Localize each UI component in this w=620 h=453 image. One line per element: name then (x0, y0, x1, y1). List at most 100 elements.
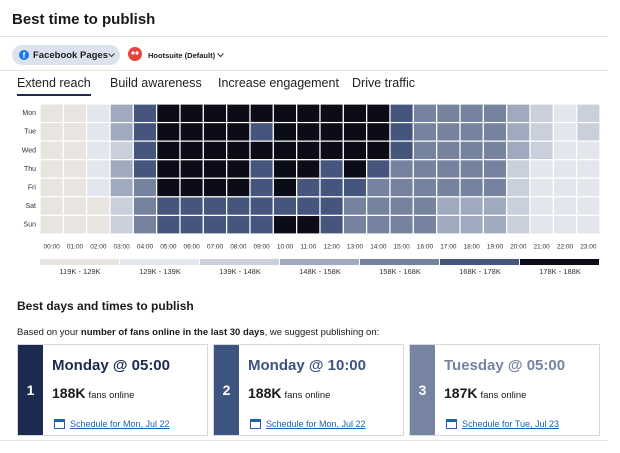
legend-swatch (120, 259, 199, 265)
heatmap-cell (576, 177, 601, 198)
hour-label: 21:00 (534, 244, 551, 251)
heatmap-cell (319, 196, 344, 217)
tab[interactable]: Drive traffic (352, 76, 415, 90)
recommendation-card: 1 Monday @ 05:00 188K fans online Schedule f… (17, 344, 208, 436)
heatmap-cell (366, 103, 391, 124)
heatmap-cell (249, 196, 274, 217)
heatmap-cell (552, 121, 578, 142)
schedule-link[interactable]: Schedule for Mon, Jul 22 (266, 419, 366, 429)
heatmap-cell (132, 140, 158, 161)
heatmap-cell (342, 121, 368, 142)
heatmap-cell (482, 214, 508, 235)
heatmap-cell (109, 214, 134, 235)
heatmap-cell (389, 159, 414, 179)
hour-label: 18:00 (464, 244, 481, 251)
heatmap-cell (249, 103, 274, 124)
recommendation-card: 2 Monday @ 10:00 188K fans online Schedule f… (213, 344, 404, 436)
heatmap-cell (342, 159, 368, 179)
heatmap-cell (62, 140, 88, 161)
hour-label: 22:00 (557, 244, 574, 251)
hour-label: 14:00 (370, 244, 387, 251)
heatmap-cell (109, 177, 134, 198)
heatmap-cell (576, 196, 601, 217)
heatmap-cell (62, 121, 88, 142)
heatmap-cell (436, 177, 461, 198)
legend-swatch (360, 259, 439, 265)
fans-label: fans online (284, 390, 331, 401)
heatmap-cell (319, 140, 344, 161)
heatmap-cell (529, 196, 554, 217)
heatmap-cell (226, 214, 251, 235)
calendar-top (446, 419, 457, 422)
legend-label: 119K - 129K (59, 267, 100, 276)
heatmap-cell (529, 214, 554, 235)
heatmap-cell (412, 121, 438, 142)
calendar-icon (446, 419, 457, 429)
heatmap-cell (552, 103, 578, 124)
heatmap-cell (389, 140, 414, 161)
heatmap-cell (132, 121, 158, 142)
heatmap-cell (412, 214, 438, 235)
heatmap-cell (482, 103, 508, 124)
heatmap: Mon Tue Wed Thu Fri Sat Sun 00:00 01:00 02:00 03:0… (22, 103, 601, 276)
heatmap-cell (482, 159, 508, 179)
heatmap-cell (226, 177, 251, 198)
tab[interactable]: Extend reach (17, 76, 91, 96)
heatmap-cell (459, 121, 484, 142)
calendar-icon (54, 419, 65, 429)
heatmap-cell (202, 103, 228, 124)
heatmap-cell (459, 140, 484, 161)
rank-badge: 3 (410, 345, 435, 435)
heatmap-cell (249, 177, 274, 198)
heatmap-cell (529, 103, 554, 124)
card-time: Monday @ 05:00 (52, 357, 170, 374)
legend-label: 178K - 188K (539, 267, 581, 276)
hour-label: 23:00 (580, 244, 597, 251)
heatmap-cell (389, 103, 414, 124)
heatmap-cell (179, 177, 204, 198)
hour-label: 20:00 (510, 244, 527, 251)
legend-label: 139K - 148K (219, 267, 261, 276)
tab[interactable]: Build awareness (110, 76, 202, 90)
heatmap-cell (576, 159, 601, 179)
recommendation-card: 3 Tuesday @ 05:00 187K fans online Schedule … (409, 344, 600, 436)
heatmap-cell (319, 103, 344, 124)
heatmap-cell (39, 121, 64, 142)
heatmap-cell (62, 214, 88, 235)
heatmap-cell (226, 159, 251, 179)
heatmap-cell (39, 140, 64, 161)
heatmap-cell (179, 196, 204, 217)
heatmap-cell (156, 159, 181, 179)
heatmap-cell (529, 159, 554, 179)
legend-swatch (200, 259, 279, 265)
heatmap-cell (156, 177, 181, 198)
heatmap-cell (389, 214, 414, 235)
heatmap-cell (529, 121, 554, 142)
heatmap-cell (272, 159, 298, 179)
heatmap-cell (389, 121, 414, 142)
heatmap-cell (482, 177, 508, 198)
heatmap-cell (132, 196, 158, 217)
schedule-link[interactable]: Schedule for Mon, Jul 22 (70, 419, 170, 429)
heatmap-cell (436, 159, 461, 179)
schedule-link[interactable]: Schedule for Tue, Jul 23 (462, 419, 560, 429)
heatmap-cell (529, 177, 554, 198)
hour-label: 00:00 (44, 244, 61, 251)
heatmap-cell (412, 177, 438, 198)
hour-label: 13:00 (347, 244, 364, 251)
profile-dropdown[interactable]: Hootsuite (Default) (128, 45, 228, 65)
hour-label: 03:00 (114, 244, 131, 251)
tab[interactable]: Increase engagement (218, 76, 339, 90)
fans-count: 187K (444, 385, 478, 401)
hour-label: 04:00 (137, 244, 154, 251)
network-dropdown[interactable]: f Facebook Pages (12, 45, 120, 65)
hour-label: 17:00 (440, 244, 457, 251)
heatmap-cell (62, 103, 88, 124)
heatmap-cell (506, 140, 531, 161)
legend-swatch (520, 259, 599, 265)
legend-swatch (440, 259, 519, 265)
heatmap-cell (132, 177, 158, 198)
heatmap-cell (366, 177, 391, 198)
page-title: Best time to publish (12, 11, 156, 28)
divider (0, 70, 608, 71)
